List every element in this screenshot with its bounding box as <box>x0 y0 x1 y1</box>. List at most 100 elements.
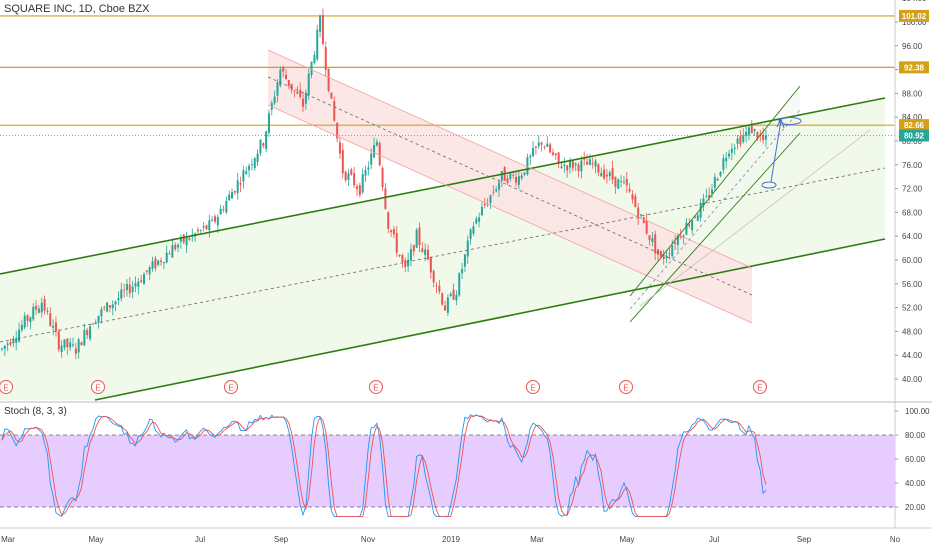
candle-body <box>719 171 722 176</box>
level-tag-bg-3 <box>899 129 929 142</box>
rising-channel-mid <box>629 109 801 310</box>
candle-body <box>253 158 256 169</box>
candle-body <box>364 170 367 176</box>
candle-body <box>730 148 733 153</box>
x-tick-label-8: Jul <box>709 535 719 544</box>
candle-body <box>86 330 89 336</box>
earnings-marker-4 <box>526 380 540 394</box>
candle-body <box>18 329 21 342</box>
candle-body <box>478 217 481 222</box>
candle-body <box>622 181 625 183</box>
candle-body <box>591 163 594 165</box>
candle-body <box>350 169 353 175</box>
candle-body <box>529 155 532 158</box>
level-tag-bg-0 <box>899 9 929 22</box>
candle-body <box>177 244 180 248</box>
candle-body <box>134 283 137 287</box>
earnings-label-2: E <box>228 384 233 393</box>
x-tick-label-9: Sep <box>797 535 812 544</box>
y-tick-label-11: 84.00 <box>902 113 923 122</box>
candle-body <box>3 345 6 349</box>
candle-body <box>285 74 287 80</box>
candle-body <box>716 178 719 181</box>
candle-body <box>435 285 438 287</box>
candle-body <box>600 172 603 177</box>
candle-body <box>739 136 742 145</box>
stoch-tick-label-4: 100.00 <box>905 407 930 416</box>
candle-body <box>566 165 569 171</box>
x-tick-label-4: Nov <box>361 535 375 544</box>
candle-body <box>682 235 685 238</box>
candle-body <box>276 82 279 96</box>
candle-body <box>111 304 114 309</box>
candle-body <box>611 168 614 180</box>
candle-body <box>554 153 557 156</box>
candle-body <box>46 311 49 312</box>
candle-body <box>617 179 620 189</box>
candle-body <box>455 294 458 301</box>
x-tick-label-0: Mar <box>1 535 15 544</box>
candle-body <box>409 249 412 261</box>
candle-body <box>395 233 398 253</box>
candle-body <box>392 229 395 235</box>
candle-body <box>259 139 262 154</box>
x-tick-label-7: May <box>619 535 634 544</box>
candle-body <box>384 188 387 209</box>
y-tick-label-3: 52.00 <box>902 304 923 313</box>
candle-body <box>97 315 100 323</box>
candle-body <box>324 47 327 71</box>
candle-body <box>458 273 461 296</box>
candle-body <box>412 245 415 252</box>
candle-body <box>250 164 253 166</box>
candle-body <box>106 302 109 312</box>
candle-body <box>432 270 435 283</box>
candle-body <box>174 244 177 250</box>
candle-body <box>228 194 231 201</box>
candle-body <box>662 256 665 260</box>
candle-body <box>534 146 537 148</box>
target-ellipse-low <box>761 181 777 189</box>
candle-body <box>699 202 702 218</box>
candle-body <box>526 157 529 175</box>
earnings-label-1: E <box>95 384 100 393</box>
candle-body <box>728 153 731 157</box>
candle-body <box>287 79 290 86</box>
candle-body <box>674 242 677 245</box>
candle-body <box>74 348 77 354</box>
candle-body <box>179 237 182 242</box>
candle-body <box>762 134 765 141</box>
candle-body <box>344 171 347 181</box>
red-channel-mid <box>267 76 753 296</box>
candles-group <box>1 8 767 360</box>
y-tick-label-14: 96.00 <box>902 42 923 51</box>
candle-body <box>407 259 410 267</box>
fan-line <box>639 129 871 307</box>
candle-body <box>480 206 483 216</box>
candle-body <box>512 175 515 176</box>
candle-body <box>296 91 299 94</box>
candle-body <box>489 195 492 203</box>
candle-body <box>574 163 577 166</box>
candle-body <box>520 175 523 179</box>
candle-body <box>23 315 26 328</box>
candle-body <box>304 92 307 104</box>
candle-body <box>637 207 640 219</box>
candle-body <box>708 194 711 198</box>
candle-body <box>256 153 259 162</box>
candle-body <box>756 132 759 139</box>
candle-body <box>205 225 208 230</box>
candle-body <box>185 236 188 246</box>
candle-body <box>160 260 163 262</box>
earnings-marker-3 <box>369 380 383 394</box>
candle-body <box>594 160 597 167</box>
candle-body <box>188 238 191 240</box>
candle-body <box>725 157 728 162</box>
candle-body <box>446 297 449 313</box>
candle-body <box>753 128 756 131</box>
candle-body <box>495 189 498 192</box>
candle-body <box>165 252 168 263</box>
candle-body <box>29 317 32 323</box>
candle-body <box>123 289 126 291</box>
candle-body <box>696 215 699 221</box>
